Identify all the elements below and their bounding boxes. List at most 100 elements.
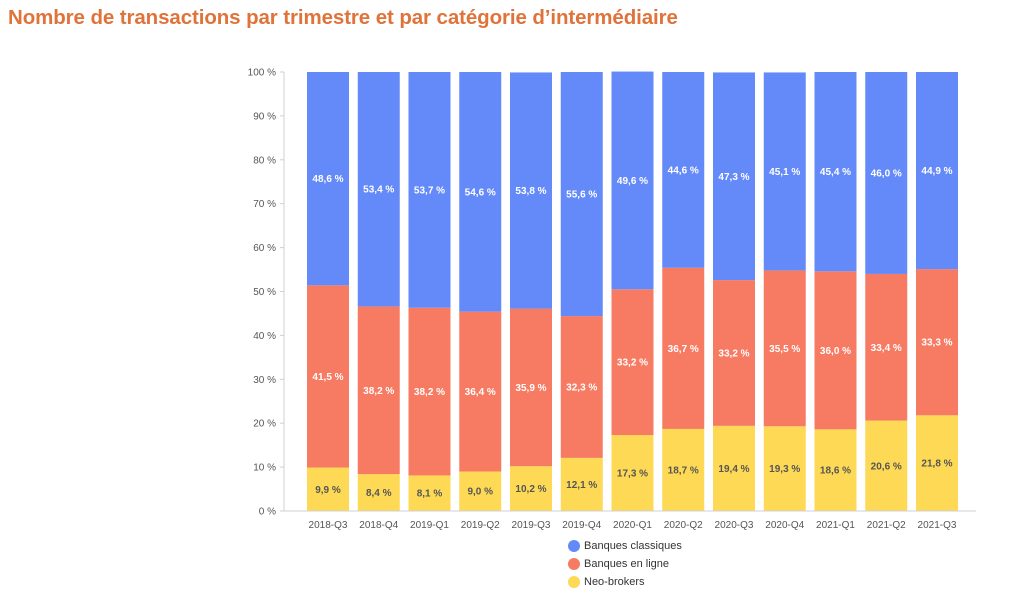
y-tick-label: 0 % <box>259 507 276 518</box>
data-label: 53,4 % <box>363 185 394 196</box>
bar-segment-banques-classiques <box>510 72 552 309</box>
data-label: 8,4 % <box>366 488 392 499</box>
data-label: 44,6 % <box>668 165 699 176</box>
data-label: 53,7 % <box>414 185 445 196</box>
y-tick-label: 80 % <box>253 155 276 166</box>
data-label: 18,7 % <box>668 465 699 476</box>
x-tick-label: 2020-Q2 <box>664 520 703 531</box>
data-label: 33,2 % <box>718 348 749 359</box>
data-label: 17,3 % <box>617 469 648 480</box>
bar-segment-neo-brokers <box>307 467 349 511</box>
legend-swatch-banques-en-ligne <box>568 558 580 570</box>
data-label: 55,6 % <box>566 190 597 201</box>
legend-label-neo-brokers: Neo-brokers <box>584 576 645 588</box>
bar-segment-neo-brokers <box>611 435 654 511</box>
y-tick-label: 30 % <box>253 375 276 386</box>
y-tick-label: 100 % <box>248 68 276 79</box>
bar-segment-neo-brokers <box>510 466 552 511</box>
bar-segment-banques-classiques <box>357 72 400 307</box>
data-label: 33,4 % <box>871 343 902 354</box>
data-label: 46,0 % <box>871 168 902 179</box>
data-label: 44,9 % <box>921 166 952 177</box>
bar-segment-banques-en-ligne <box>662 267 705 429</box>
data-label: 12,1 % <box>566 480 597 491</box>
x-tick-label: 2020-Q1 <box>613 520 652 531</box>
data-label: 53,8 % <box>515 186 546 197</box>
legend-item-banques-en-ligne: Banques en ligne <box>568 556 682 572</box>
data-label: 36,4 % <box>465 387 496 398</box>
bar-segment-banques-classiques <box>662 72 705 268</box>
bar-segment-banques-en-ligne <box>357 306 400 475</box>
data-label: 41,5 % <box>312 372 343 383</box>
data-label: 9,0 % <box>467 487 493 498</box>
bar-segment-neo-brokers <box>814 429 857 511</box>
x-tick-label: 2020-Q3 <box>715 520 754 531</box>
bar-segment-neo-brokers <box>459 471 502 511</box>
x-tick-label: 2021-Q2 <box>867 520 906 531</box>
y-tick-label: 40 % <box>253 331 276 342</box>
legend-item-neo-brokers: Neo-brokers <box>568 574 682 590</box>
data-label: 35,9 % <box>515 383 546 394</box>
bar-segment-banques-en-ligne <box>510 308 552 467</box>
bar-segment-banques-en-ligne <box>916 269 958 416</box>
data-label: 33,2 % <box>617 358 648 369</box>
bar-segment-banques-classiques <box>814 72 857 272</box>
legend-label-banques-en-ligne: Banques en ligne <box>584 558 670 570</box>
x-tick-label: 2018-Q3 <box>309 520 348 531</box>
bar-segment-neo-brokers <box>916 415 958 511</box>
x-tick-label: 2019-Q4 <box>562 520 601 531</box>
bar-segment-neo-brokers <box>763 426 806 511</box>
legend-swatch-neo-brokers <box>568 576 580 588</box>
bar-segment-neo-brokers <box>408 475 451 511</box>
y-tick-label: 70 % <box>253 199 276 210</box>
x-tick-label: 2021-Q3 <box>918 520 957 531</box>
x-tick-label: 2019-Q3 <box>512 520 551 531</box>
data-label: 18,6 % <box>820 466 851 477</box>
data-label: 19,3 % <box>769 464 800 475</box>
bar-segment-banques-classiques <box>611 71 654 290</box>
data-label: 21,8 % <box>921 459 952 470</box>
x-tick-label: 2018-Q4 <box>359 520 398 531</box>
bar-segment-banques-en-ligne <box>611 289 654 436</box>
x-tick-label: 2021-Q1 <box>816 520 855 531</box>
data-label: 36,0 % <box>820 346 851 357</box>
bar-segment-banques-classiques <box>713 72 755 281</box>
data-label: 38,2 % <box>363 386 394 397</box>
data-label: 8,1 % <box>417 489 443 500</box>
legend-item-banques-classiques: Banques classiques <box>568 538 682 554</box>
data-label: 19,4 % <box>718 464 749 475</box>
bar-segment-neo-brokers <box>357 474 400 511</box>
bar-segment-banques-classiques <box>763 72 806 271</box>
y-tick-label: 90 % <box>253 111 276 122</box>
bar-segment-banques-en-ligne <box>307 285 349 468</box>
data-label: 48,6 % <box>312 174 343 185</box>
bar-segment-neo-brokers <box>865 420 908 511</box>
bar-segment-banques-en-ligne <box>459 311 502 472</box>
bar-segment-banques-en-ligne <box>865 273 908 421</box>
bar-segment-banques-classiques <box>560 72 603 317</box>
bar-segment-banques-classiques <box>916 72 958 270</box>
data-label: 20,6 % <box>871 461 902 472</box>
y-tick-label: 50 % <box>253 287 276 298</box>
legend-swatch-banques-classiques <box>568 540 580 552</box>
data-label: 32,3 % <box>566 382 597 393</box>
data-label: 38,2 % <box>414 387 445 398</box>
data-label: 10,2 % <box>515 484 546 495</box>
bar-segment-banques-en-ligne <box>814 271 857 430</box>
chart-legend: Banques classiques Banques en ligne Neo-… <box>568 538 682 592</box>
bar-segment-banques-classiques <box>408 72 451 308</box>
bar-segment-banques-en-ligne <box>560 316 603 458</box>
data-label: 33,3 % <box>921 338 952 349</box>
bar-segment-banques-classiques <box>865 72 908 274</box>
bar-segment-banques-en-ligne <box>763 270 806 427</box>
bar-segment-neo-brokers <box>662 428 705 511</box>
data-label: 45,4 % <box>820 167 851 178</box>
bar-segment-banques-classiques <box>307 72 349 286</box>
data-label: 49,6 % <box>617 176 648 187</box>
y-tick-label: 20 % <box>253 419 276 430</box>
data-label: 47,3 % <box>718 172 749 183</box>
legend-label-banques-classiques: Banques classiques <box>584 540 682 552</box>
bar-segment-banques-en-ligne <box>408 307 451 476</box>
data-label: 45,1 % <box>769 167 800 178</box>
data-label: 35,5 % <box>769 344 800 355</box>
